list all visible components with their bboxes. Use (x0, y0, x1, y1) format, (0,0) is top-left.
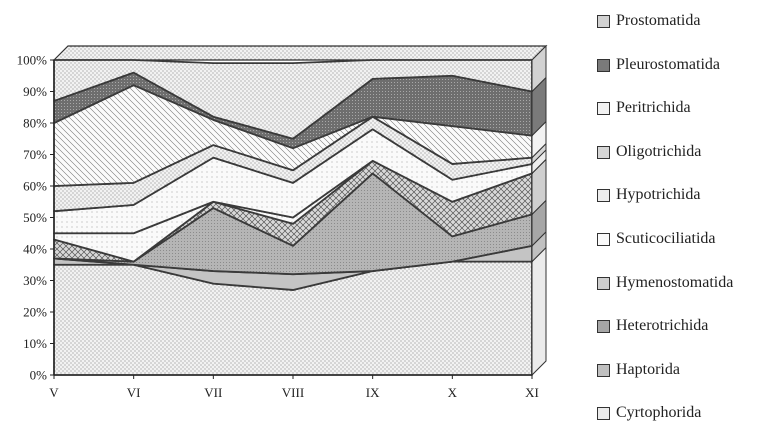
legend-swatch (597, 102, 610, 116)
legend-swatch (597, 276, 610, 290)
series-side-prostomatida (531, 44, 547, 93)
x-tick-label: VII (204, 385, 222, 400)
legend: Prostomatida Pleurostomatida Peritrichida O… (596, 11, 761, 447)
y-tick-label: 0% (30, 368, 48, 383)
x-tick-label: VI (127, 385, 141, 400)
legend-item: Hypotrichida (596, 185, 761, 229)
legend-item: Prostomatida (596, 11, 761, 55)
y-tick-label: 90% (23, 84, 47, 99)
stacked-area-chart: 0% 10% 20% 30% 40% 50% 60% 70% 80% 90% 100% V VI VII V… (17, 44, 548, 400)
legend-label: Scuticociliatida (616, 229, 716, 247)
legend-item: Pleurostomatida (596, 55, 761, 99)
y-tick-label: 10% (23, 336, 47, 351)
legend-item: Scuticociliatida (596, 229, 761, 273)
y-tick-label: 50% (23, 210, 47, 225)
legend-label: Prostomatida (616, 12, 701, 29)
legend-item: Haptorida (596, 360, 761, 404)
legend-label: Peritrichida (616, 99, 691, 117)
legend-label: Pleurostomatida (616, 55, 720, 73)
legend-swatch (597, 232, 610, 246)
legend-swatch (597, 363, 610, 377)
chart-top-face (52, 45, 548, 61)
x-tick-label: V (49, 385, 59, 400)
legend-item: Peritrichida (596, 98, 761, 142)
x-tick-label: VIII (282, 385, 304, 400)
x-tick-label: IX (366, 385, 380, 400)
legend-swatch (597, 189, 610, 203)
y-tick-label: 60% (23, 179, 47, 194)
legend-swatch (597, 407, 610, 421)
legend-item: Cyrtophorida (596, 403, 761, 447)
legend-label: Haptorida (616, 360, 680, 378)
legend-swatch (597, 58, 610, 72)
legend-label: Heterotrichida (616, 317, 709, 335)
y-tick-label: 70% (23, 147, 47, 162)
legend-label: Oligotrichida (616, 142, 702, 160)
legend-label: Cyrtophorida (616, 404, 702, 422)
legend-label: Hymenostomatida (616, 273, 734, 291)
y-tick-label: 100% (17, 53, 48, 68)
y-tick-label: 20% (23, 305, 47, 320)
y-tick-label: 40% (23, 242, 47, 257)
legend-label: Hypotrichida (616, 186, 701, 204)
y-tick-label: 80% (23, 116, 47, 131)
legend-item: Oligotrichida (596, 142, 761, 186)
legend-swatch (597, 145, 610, 159)
legend-swatch (597, 15, 610, 28)
legend-swatch (597, 320, 610, 334)
x-tick-label: X (448, 385, 458, 400)
legend-item: Heterotrichida (596, 316, 761, 360)
series-side-cyrtophorida (531, 246, 547, 377)
y-tick-label: 30% (23, 273, 47, 288)
x-tick-label: XI (525, 385, 539, 400)
legend-item: Hymenostomatida (596, 273, 761, 317)
